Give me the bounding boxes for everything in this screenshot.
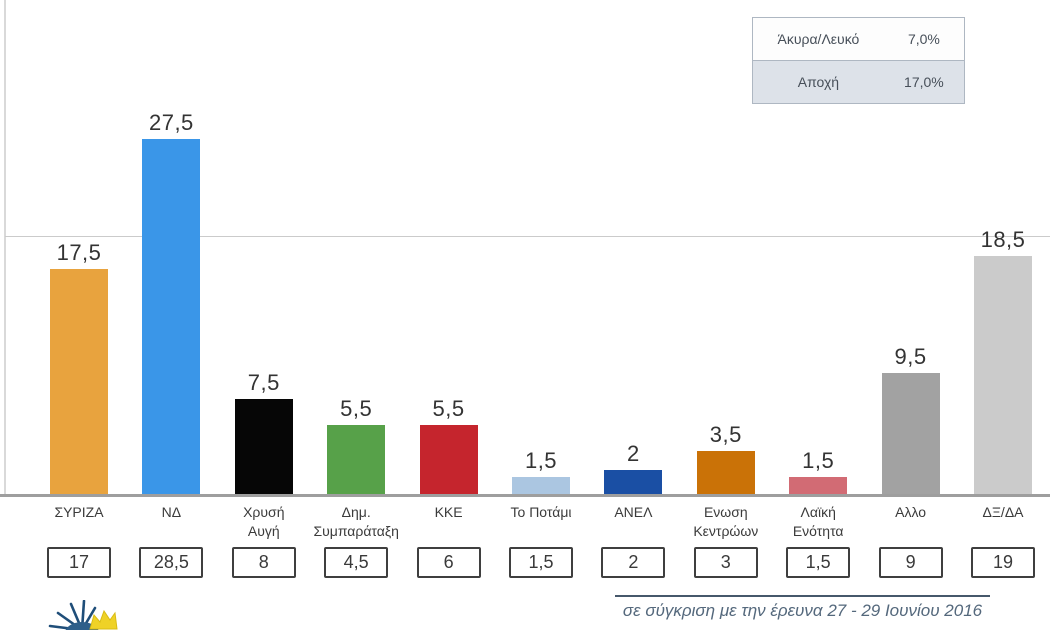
category-label: ΔΞ/ΔΑ [982,504,1024,520]
bar [881,372,940,496]
category-label: Λαϊκή Ενότητα [792,504,844,539]
invalid-blank-label: Άκυρα/Λευκό [777,31,860,47]
category-label: Ενωση Κεντρώων [693,504,759,539]
category-label: Χρυσή Αυγή [243,504,285,539]
abstention-value: 17,0% [904,74,944,90]
bar-value-label: 9,5 [894,343,927,369]
summary-table: Άκυρα/Λευκό 7,0% Αποχή 17,0% [752,17,965,104]
previous-value-box: 17 [47,547,111,578]
bar [142,138,201,496]
bar [604,470,663,496]
x-axis-line [0,494,1050,497]
category-label: ΣΥΡΙΖΑ [54,504,104,520]
bar-value-label: 2 [627,441,640,466]
table-row: Αποχή 17,0% [753,60,964,103]
bar-value-label: 7,5 [247,369,280,395]
bar-value-label: 5,5 [340,395,373,421]
previous-value-box: 4,5 [324,547,389,578]
table-row: Άκυρα/Λευκό 7,0% [753,18,964,60]
previous-value-box: 8 [231,547,296,578]
previous-value-box: 6 [416,547,481,578]
category-label: ΑΝΕΛ [614,504,653,520]
footer-divider [615,595,990,597]
bar-value-label: 3,5 [709,421,742,447]
bar-value-label: 27,5 [148,109,194,135]
category-label: ΝΔ [161,504,182,520]
invalid-blank-value: 7,0% [907,31,940,47]
previous-value-box: 1,5 [509,547,573,578]
previous-value-box: 2 [601,547,666,578]
bar-value-label: 17,5 [56,239,102,265]
category-label: Αλλο [895,504,927,520]
bar-value-label: 1,5 [802,447,835,473]
previous-value-box: 9 [878,547,943,578]
category-label: Δημ. Συμπαράταξη [313,504,399,539]
category-label: Το Ποτάμι [510,504,572,520]
bar-value-label: 5,5 [432,395,465,421]
gridline-20-percent [5,236,1050,237]
previous-value-box: 3 [693,547,758,578]
previous-value-box: 28,5 [139,547,204,578]
bar [419,424,478,496]
bar [789,476,848,496]
bar-value-label: 18,5 [980,226,1026,252]
bar [974,255,1032,496]
bar [696,450,755,496]
sunburst-logo [48,600,118,630]
bar [512,476,570,496]
abstention-label: Αποχή [797,74,840,90]
category-label: ΚΚΕ [434,504,463,520]
bar [327,424,386,496]
previous-value-box: 1,5 [786,547,851,578]
previous-value-box: 19 [971,547,1035,578]
bar-value-label: 1,5 [524,447,558,473]
y-axis-line [4,0,6,494]
bar [234,398,293,496]
bar [50,268,108,496]
comparison-note: σε σύγκριση με την έρευνα 27 - 29 Ιουνίο… [622,601,983,620]
